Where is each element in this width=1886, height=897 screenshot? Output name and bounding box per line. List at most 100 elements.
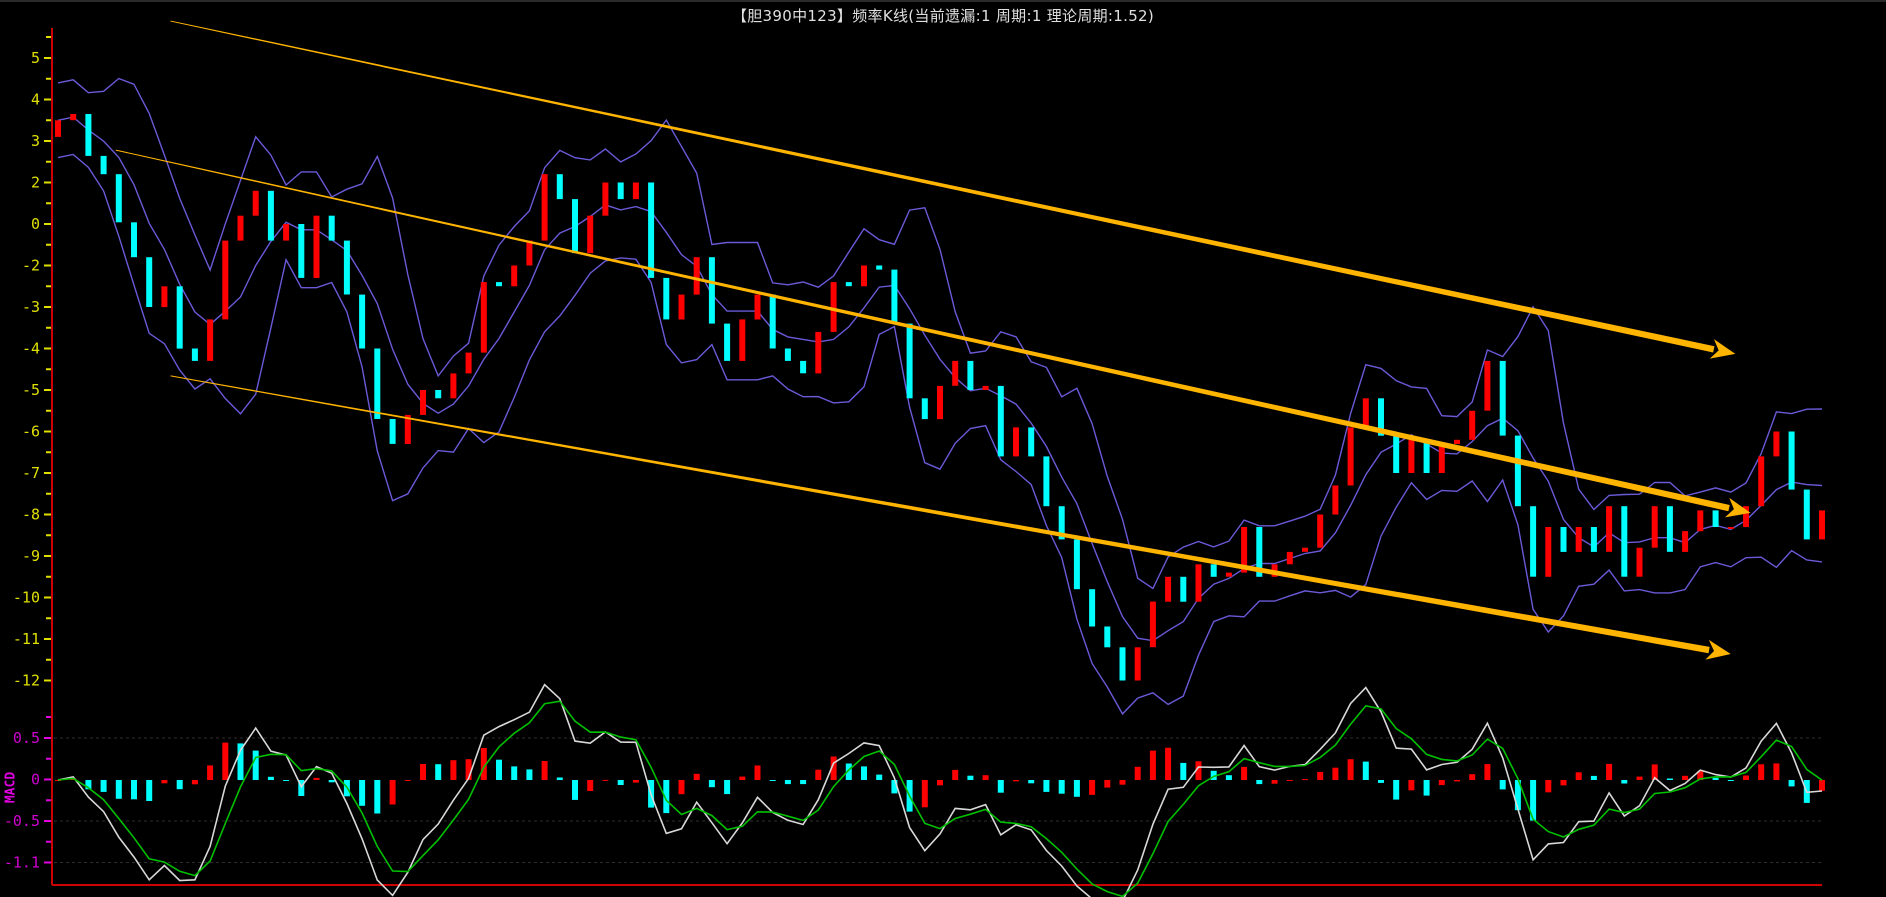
macd-histogram-bar bbox=[1545, 780, 1552, 793]
macd-histogram-bar bbox=[708, 780, 715, 788]
y-tick-label: -5 bbox=[22, 381, 40, 399]
macd-histogram-bar bbox=[967, 775, 974, 780]
candle-down bbox=[374, 348, 381, 419]
candle-up bbox=[739, 319, 746, 361]
macd-histogram-bar bbox=[222, 742, 229, 780]
y-tick-label: 5 bbox=[31, 49, 40, 67]
candle-up bbox=[283, 224, 290, 241]
candle-up bbox=[1241, 527, 1248, 573]
candle-down bbox=[921, 398, 928, 420]
macd-histogram-bar bbox=[1286, 780, 1293, 781]
macd-histogram-bar bbox=[1530, 780, 1537, 821]
macd-histogram-bar bbox=[830, 756, 837, 780]
macd-histogram-bar bbox=[511, 766, 518, 780]
candle-up bbox=[1773, 431, 1780, 457]
macd-histogram-bar bbox=[876, 774, 883, 780]
candle-down bbox=[1073, 539, 1080, 590]
candle-up bbox=[70, 114, 77, 121]
candle-down bbox=[496, 282, 502, 287]
macd-histogram-bar bbox=[1484, 764, 1491, 780]
macd-histogram-bar bbox=[526, 769, 533, 780]
macd-histogram-bar bbox=[1089, 780, 1096, 795]
candle-up bbox=[480, 282, 487, 353]
candle-down bbox=[769, 294, 776, 349]
candle-up bbox=[678, 294, 685, 320]
macd-histogram-bar bbox=[556, 777, 563, 780]
macd-histogram-bar bbox=[1788, 780, 1795, 787]
macd-histogram-bar bbox=[1073, 780, 1080, 797]
macd-histogram-bar bbox=[465, 759, 472, 780]
macd-histogram-bar bbox=[115, 780, 122, 799]
candle-down bbox=[100, 155, 107, 175]
candle-up bbox=[602, 182, 609, 216]
y-tick-label: -11 bbox=[13, 630, 40, 648]
candle-down bbox=[1104, 626, 1111, 648]
macd-histogram-bar bbox=[541, 761, 548, 780]
candle-down bbox=[1210, 564, 1217, 577]
macd-histogram-bar bbox=[191, 780, 198, 785]
macd-histogram-bar bbox=[1028, 780, 1035, 784]
candle-down bbox=[891, 269, 898, 324]
macd-histogram-bar bbox=[359, 780, 366, 806]
macd-histogram-bar bbox=[283, 780, 290, 781]
macd-histogram-bar bbox=[937, 780, 943, 786]
candle-up bbox=[952, 360, 959, 386]
trendline-3 bbox=[170, 375, 1710, 654]
macd-histogram-bar bbox=[1378, 780, 1384, 783]
macd-histogram-bar bbox=[1180, 762, 1187, 780]
candle-up bbox=[1013, 427, 1019, 457]
candle-down bbox=[784, 348, 791, 361]
candle-down bbox=[328, 215, 335, 241]
candle-up bbox=[541, 174, 548, 241]
y-tick-label: -3 bbox=[22, 298, 40, 316]
y-tick-label: -8 bbox=[22, 506, 40, 524]
candle-down bbox=[85, 114, 92, 156]
macd-histogram-bar bbox=[374, 780, 381, 814]
macd-histogram-bar bbox=[55, 780, 61, 781]
macd-histogram-bar bbox=[1347, 759, 1354, 780]
macd-histogram-bar bbox=[1119, 780, 1126, 785]
macd-histogram-bar bbox=[997, 780, 1004, 793]
candle-up bbox=[1225, 572, 1232, 577]
candle-up bbox=[1575, 527, 1582, 552]
candle-down bbox=[115, 174, 122, 223]
candle-down bbox=[1378, 398, 1384, 436]
candle-down bbox=[1043, 456, 1050, 507]
macd-histogram-bar bbox=[1393, 780, 1400, 800]
candle-up bbox=[1362, 398, 1369, 428]
macd-histogram-bar bbox=[1013, 780, 1019, 782]
candle-down bbox=[845, 282, 852, 287]
macd-histogram-bar bbox=[1636, 776, 1643, 780]
candle-up bbox=[1347, 427, 1354, 486]
trendline-arrowhead-3 bbox=[1705, 639, 1731, 660]
candle-down bbox=[1028, 427, 1035, 457]
candle-up bbox=[222, 240, 229, 320]
bollinger-upper-line bbox=[57, 77, 1823, 590]
top-border bbox=[0, 0, 1886, 2]
candle-down bbox=[724, 323, 731, 361]
candle-up bbox=[982, 385, 989, 390]
y-tick-label: -6 bbox=[22, 423, 40, 441]
candle-down bbox=[298, 224, 305, 278]
candle-down bbox=[556, 174, 563, 200]
y-tick-label: -7 bbox=[22, 464, 40, 482]
macd-histogram-bar bbox=[815, 769, 822, 780]
macd-histogram-bar bbox=[1195, 761, 1202, 780]
macd-histogram-bar bbox=[754, 765, 761, 780]
trendline-1 bbox=[170, 20, 1715, 353]
candle-up bbox=[1484, 360, 1491, 411]
candle-up bbox=[587, 215, 594, 254]
macd-histogram-bar bbox=[1058, 780, 1065, 794]
macd-histogram-bar bbox=[739, 776, 746, 780]
candle-up bbox=[161, 286, 168, 308]
macd-histogram-bar bbox=[1499, 780, 1506, 790]
macd-histogram-bar bbox=[1712, 777, 1719, 780]
candle-up bbox=[237, 215, 244, 241]
macd-histogram-bar bbox=[1043, 780, 1050, 792]
candle-up bbox=[1454, 439, 1460, 444]
y-tick-label: -12 bbox=[13, 672, 40, 690]
macd-histogram-bar bbox=[1606, 763, 1613, 780]
candle-down bbox=[1423, 439, 1430, 473]
macd-histogram-bar bbox=[1697, 771, 1704, 780]
